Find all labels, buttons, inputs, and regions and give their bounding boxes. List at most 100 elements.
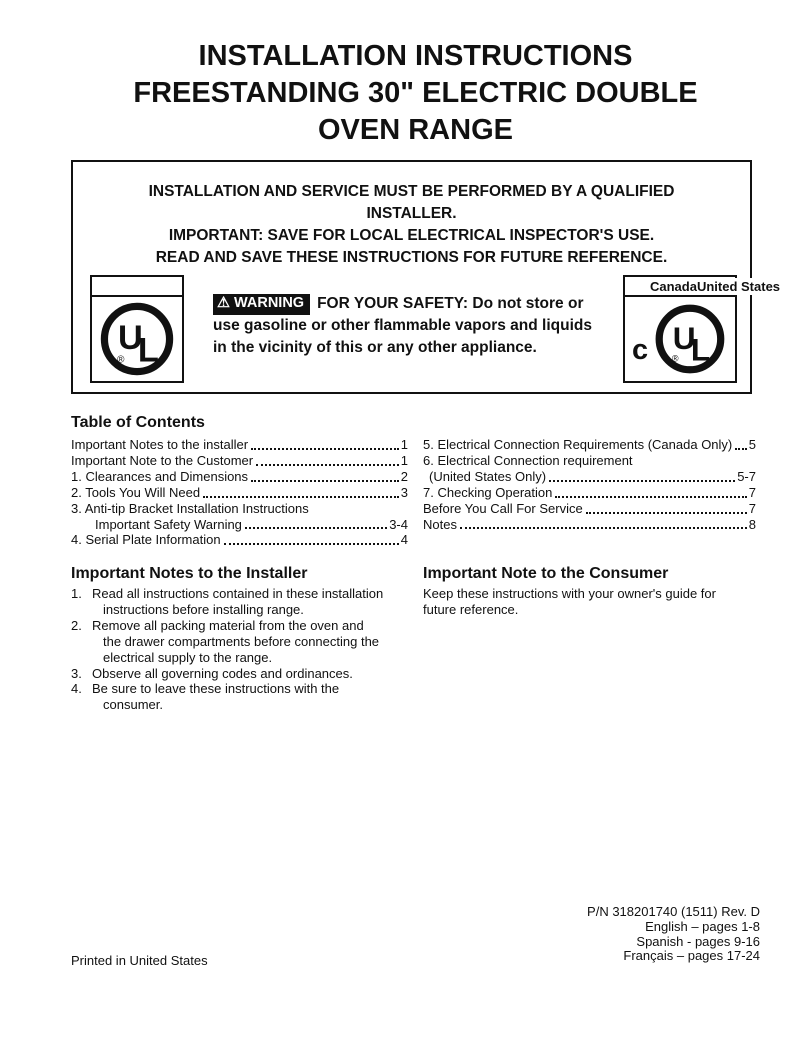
list-item-line: Observe all governing codes and ordinanc… xyxy=(92,665,353,681)
notice-line: IMPORTANT: SAVE FOR LOCAL ELECTRICAL INS… xyxy=(168,227,655,244)
list-item-number: 1. xyxy=(71,586,82,601)
language-pages-line: Français – pages 17-24 xyxy=(623,948,760,964)
consumer-note-line: Keep these instructions with your owner'… xyxy=(423,586,716,601)
toc-entry-label: 5. Electrical Connection Requirements (C… xyxy=(423,437,733,452)
cul-mark-header-strip: CanadaUnited States xyxy=(625,277,783,297)
toc-entry-page: 8 xyxy=(748,516,756,532)
list-item-line: instructions before installing range. xyxy=(103,601,304,617)
warning-badge: ⚠ WARNING xyxy=(213,294,311,315)
toc-entry-page: 5 xyxy=(748,437,756,452)
toc-entry: Important Safety Warning 3-4 xyxy=(71,517,408,533)
printed-in-label: Printed in United States xyxy=(71,953,208,968)
list-item-text: Remove all packing material from the ove… xyxy=(92,618,419,666)
notice-line: INSTALLATION AND SERVICE MUST BE PERFORM… xyxy=(148,183,675,200)
toc-right-column: 5. Electrical Connection Requirements (C… xyxy=(423,437,756,532)
toc-entry-label: (United States Only) xyxy=(429,468,547,484)
toc-entry-label: Important Notes to the installer xyxy=(71,437,249,452)
dot-leader xyxy=(555,485,747,498)
language-pages-line: English – pages 1-8 xyxy=(645,918,760,934)
toc-entry-label: 2. Tools You Will Need xyxy=(71,484,201,500)
ul-listed-mark-box: U L ® xyxy=(90,275,184,383)
list-item-line: consumer. xyxy=(103,697,163,713)
toc-entry-label: Before You Call For Service xyxy=(423,500,583,516)
list-item-number: 3. xyxy=(71,665,82,681)
cul-mark-header-label: CanadaUnited States xyxy=(648,278,783,295)
cul-letter-u: U xyxy=(673,320,696,356)
list-item-text: Observe all governing codes and ordinanc… xyxy=(92,666,419,682)
list-item: 3. Observe all governing codes and ordin… xyxy=(71,666,419,682)
toc-entry: 7. Checking Operation 7 xyxy=(423,485,756,501)
dot-leader xyxy=(244,517,388,530)
toc-entry-label: Important Safety Warning xyxy=(95,516,242,532)
dot-leader xyxy=(585,501,747,514)
toc-entry-label: 6. Electrical Connection requirement xyxy=(423,452,633,468)
toc-entry-page: 3-4 xyxy=(389,516,408,532)
page-title-line: FREESTANDING 30" ELECTRIC DOUBLE xyxy=(133,77,698,109)
part-number-line: P/N 318201740 (1511) Rev. D xyxy=(587,904,760,919)
toc-entry: 5. Electrical Connection Requirements (C… xyxy=(423,437,756,453)
toc-entry: 6. Electrical Connection requirement xyxy=(423,453,756,469)
dot-leader xyxy=(203,485,399,498)
dot-leader xyxy=(256,453,399,466)
dot-leader xyxy=(251,469,399,482)
toc-entry: 3. Anti-tip Bracket Installation Instruc… xyxy=(71,501,408,517)
toc-entry: Before You Call For Service 7 xyxy=(423,501,756,517)
ul-letter-l: L xyxy=(138,332,159,370)
page-title-line: OVEN RANGE xyxy=(318,114,513,146)
toc-entry-page: 1 xyxy=(400,452,408,468)
toc-entry-page: 7 xyxy=(748,500,756,516)
notice-line: READ AND SAVE THESE INSTRUCTIONS FOR FUT… xyxy=(155,249,668,266)
registered-symbol: ® xyxy=(672,354,679,364)
toc-entry-label: Notes xyxy=(423,516,457,532)
notice-text: INSTALLATION AND SERVICE MUST BE PERFORM… xyxy=(73,181,750,269)
toc-entry: 4. Serial Plate Information 4 xyxy=(71,532,408,548)
cul-logo-icon: c U L ® xyxy=(632,304,725,374)
cul-letter-l: L xyxy=(691,332,710,368)
toc-entry-page: 1 xyxy=(400,437,408,452)
warning-text-line: use gasoline or other flammable vapors a… xyxy=(213,317,592,334)
dot-leader xyxy=(251,437,399,450)
installer-notes-section: Important Notes to the Installer 1. Read… xyxy=(71,565,419,713)
toc-entry-label: 7. Checking Operation xyxy=(423,484,553,500)
warning-text-line: FOR YOUR SAFETY: Do not store or xyxy=(317,295,584,312)
list-item: 2. Remove all packing material from the … xyxy=(71,618,419,666)
consumer-note-heading: Important Note to the Consumer xyxy=(423,565,669,582)
list-item-line: the drawer compartments before connectin… xyxy=(103,633,380,649)
list-item-line: electrical supply to the range. xyxy=(103,649,273,665)
dot-leader xyxy=(223,532,399,546)
warning-paragraph: ⚠ WARNING FOR YOUR SAFETY: Do not store or… xyxy=(213,293,615,359)
toc-entry-label: 3. Anti-tip Bracket Installation Instruc… xyxy=(71,500,309,516)
toc-entry: Important Notes to the installer 1 xyxy=(71,437,408,453)
ul-logo-icon: U L ® xyxy=(100,302,174,376)
toc-entry: 1. Clearances and Dimensions 2 xyxy=(71,469,408,485)
list-item-text: Be sure to leave these instructions with… xyxy=(92,681,419,713)
safety-notice-box: INSTALLATION AND SERVICE MUST BE PERFORM… xyxy=(71,160,783,394)
list-item-line: Read all instructions contained in these… xyxy=(92,586,384,601)
language-pages-line: Spanish - pages 9-16 xyxy=(636,933,760,949)
list-item-number: 2. xyxy=(71,617,82,633)
toc-entry-page: 7 xyxy=(748,484,756,500)
toc-entry: 2. Tools You Will Need 3 xyxy=(71,485,408,501)
notice-line: INSTALLER. xyxy=(366,205,457,222)
page-title-line: INSTALLATION INSTRUCTIONS xyxy=(198,40,633,72)
list-item: 1. Read all instructions contained in th… xyxy=(71,586,419,618)
list-item-text: Read all instructions contained in these… xyxy=(92,586,419,618)
toc-entry: Important Note to the Customer 1 xyxy=(71,453,408,469)
toc-entry: Notes 8 xyxy=(423,517,756,533)
page-title: INSTALLATION INSTRUCTIONS FREESTANDING 3… xyxy=(71,38,760,149)
registered-symbol: ® xyxy=(117,355,125,366)
warning-badge-label: WARNING xyxy=(234,295,305,311)
cul-listed-mark-box: CanadaUnited States c U L ® xyxy=(623,275,783,383)
toc-left-column: Important Notes to the installer 1 Impor… xyxy=(71,437,408,548)
toc-entry-label: 4. Serial Plate Information xyxy=(71,532,221,548)
list-item-line: Be sure to leave these instructions with… xyxy=(92,681,340,697)
toc-entry-label: Important Note to the Customer xyxy=(71,452,254,468)
footer-part-number-block: P/N 318201740 (1511) Rev. D English – pa… xyxy=(587,904,760,964)
toc-entry-page: 3 xyxy=(400,484,408,500)
ul-mark-header-strip xyxy=(92,277,182,297)
toc-heading: Table of Contents xyxy=(71,414,205,431)
toc-entry-page: 4 xyxy=(400,532,408,548)
installer-notes-heading: Important Notes to the Installer xyxy=(71,565,308,582)
warning-text-line: in the vicinity of this or any other app… xyxy=(213,339,537,356)
